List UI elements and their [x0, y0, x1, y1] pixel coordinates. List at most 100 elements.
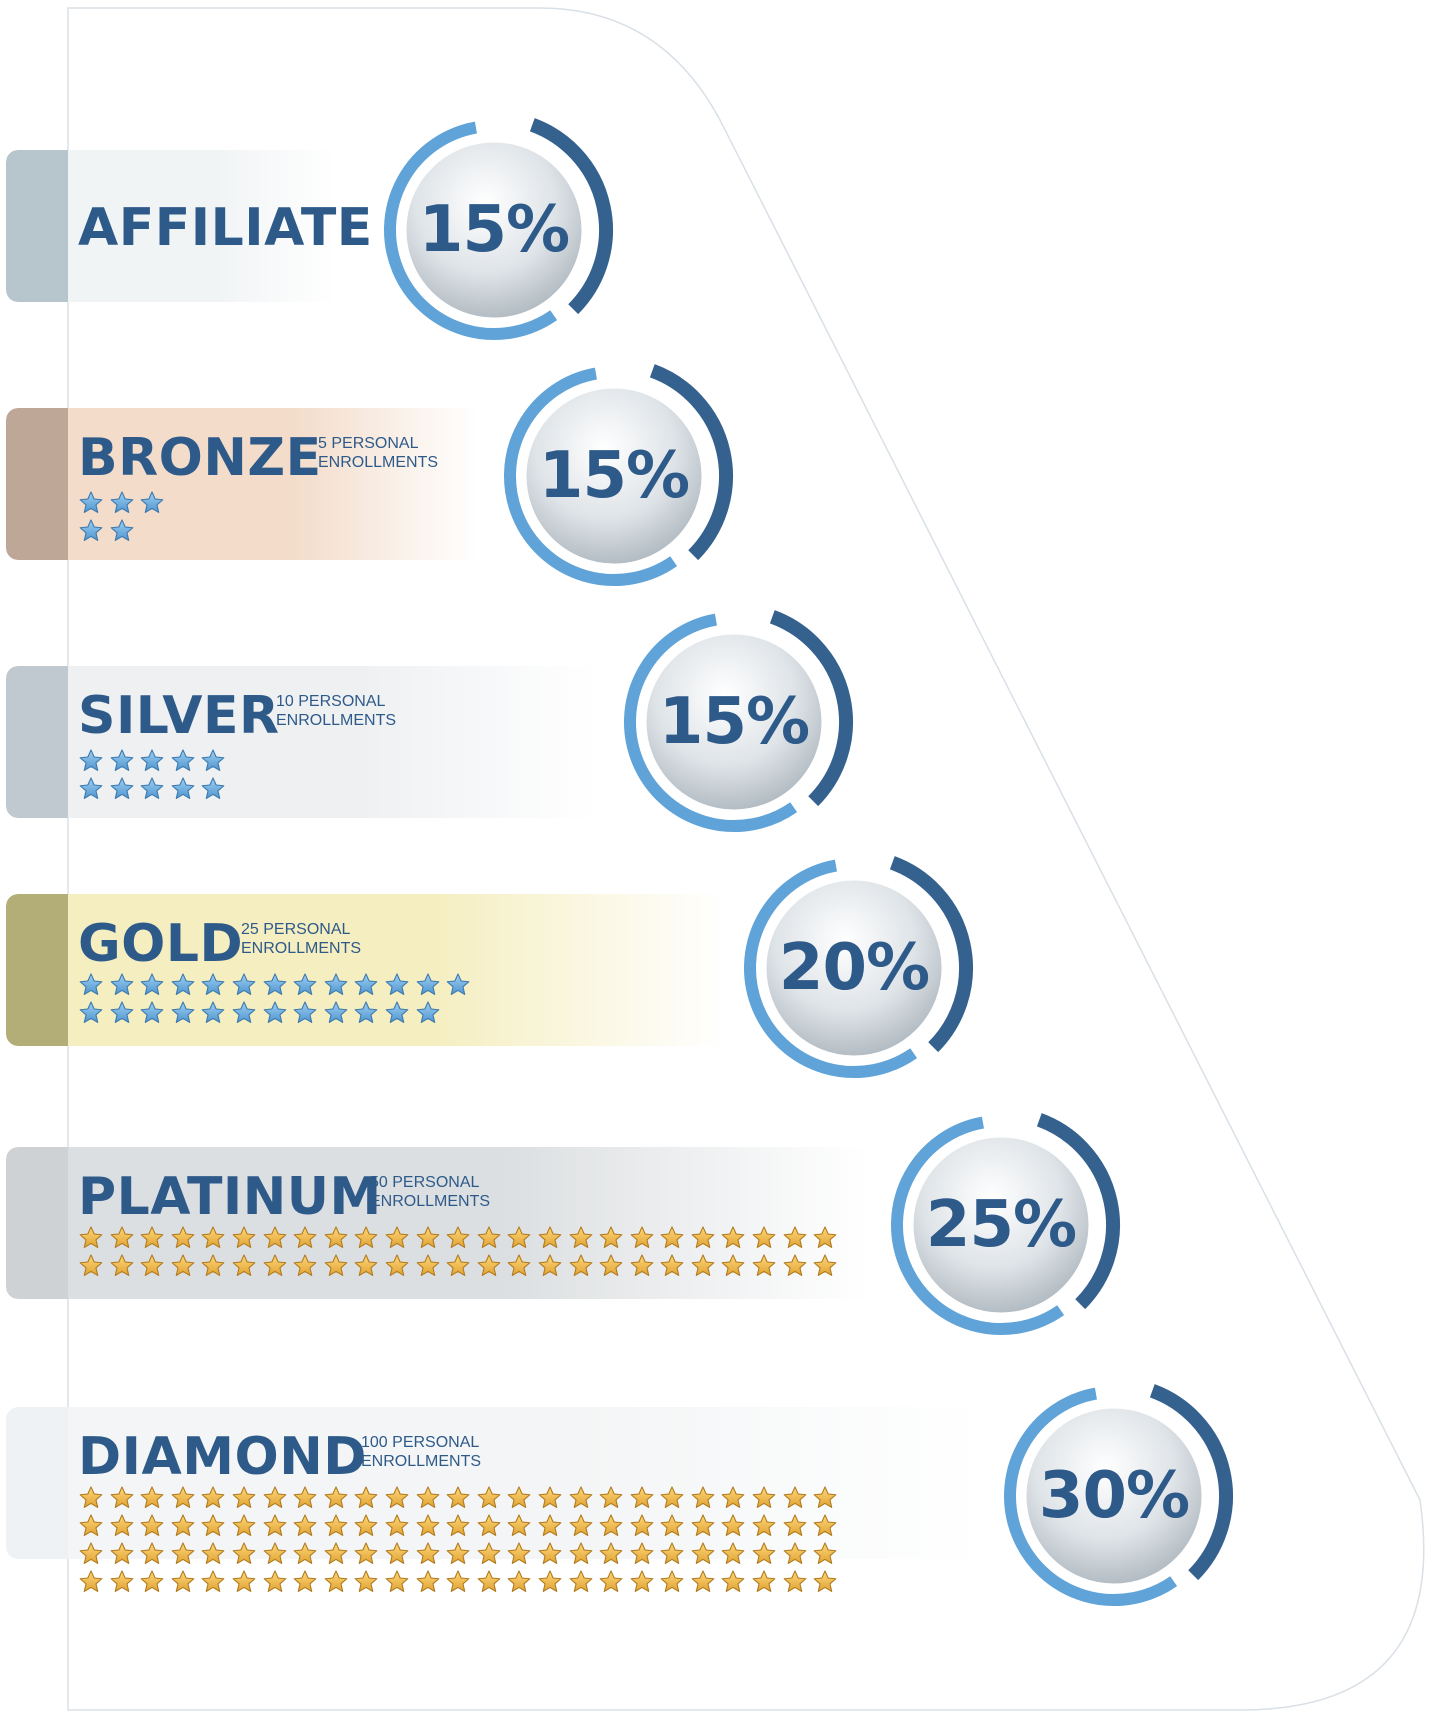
star-icon — [782, 1513, 808, 1539]
star-icon — [262, 1253, 288, 1279]
star-rating — [78, 972, 476, 1028]
star-icon — [78, 972, 104, 998]
star-icon — [690, 1569, 716, 1595]
star-icon — [139, 1253, 165, 1279]
star-icon — [262, 1569, 288, 1595]
star-icon — [384, 1225, 410, 1251]
star-icon — [78, 1253, 104, 1279]
star-icon — [690, 1485, 716, 1511]
star-icon — [506, 1225, 532, 1251]
star-icon — [262, 1225, 288, 1251]
star-icon — [292, 1569, 318, 1595]
tier-name: AFFILIATE — [78, 198, 373, 258]
star-icon — [476, 1513, 502, 1539]
star-icon — [445, 1225, 471, 1251]
commission-percent: 15% — [658, 685, 810, 759]
star-row — [78, 1000, 476, 1028]
tier-bar-fill — [68, 150, 336, 302]
star-icon — [415, 1513, 441, 1539]
star-icon — [200, 776, 226, 802]
star-icon — [292, 972, 318, 998]
star-icon — [170, 972, 196, 998]
star-icon — [109, 490, 135, 516]
star-row — [78, 748, 231, 776]
star-icon — [537, 1541, 563, 1567]
ring-disc — [761, 875, 947, 1061]
star-icon — [445, 972, 471, 998]
star-icon — [170, 776, 196, 802]
star-icon — [292, 1000, 318, 1026]
star-icon — [292, 1485, 318, 1511]
star-icon — [476, 1569, 502, 1595]
star-icon — [200, 972, 226, 998]
star-icon — [384, 1253, 410, 1279]
tier-requirement: 5 PERSONAL ENROLLMENTS — [318, 435, 439, 471]
star-icon — [782, 1541, 808, 1567]
star-icon — [659, 1569, 685, 1595]
ring-disc — [1021, 1403, 1207, 1589]
star-rating — [78, 1225, 843, 1281]
star-icon — [598, 1485, 624, 1511]
star-icon — [629, 1569, 655, 1595]
tier-bar-fill — [68, 1147, 866, 1299]
tier-bar — [6, 1407, 986, 1559]
ring-arc-light — [384, 121, 558, 340]
star-icon — [262, 1485, 288, 1511]
star-icon — [751, 1485, 777, 1511]
star-icon — [323, 1541, 349, 1567]
star-icon — [659, 1225, 685, 1251]
star-icon — [384, 1513, 410, 1539]
star-icon — [476, 1225, 502, 1251]
commission-percent: 25% — [925, 1188, 1077, 1262]
star-icon — [139, 972, 165, 998]
star-row — [78, 1513, 843, 1541]
star-icon — [476, 1541, 502, 1567]
star-icon — [751, 1541, 777, 1567]
star-icon — [109, 1513, 135, 1539]
star-row — [78, 1569, 843, 1597]
star-icon — [200, 1253, 226, 1279]
star-icon — [537, 1253, 563, 1279]
star-icon — [353, 1541, 379, 1567]
star-icon — [323, 1485, 349, 1511]
star-row — [78, 518, 170, 546]
tier-bar-fill — [68, 1407, 986, 1559]
star-icon — [690, 1541, 716, 1567]
star-icon — [78, 1569, 104, 1595]
ring-arc-dark — [1149, 1384, 1233, 1581]
tier-requirement: 50 PERSONAL ENROLLMENTS — [370, 1174, 491, 1210]
star-icon — [109, 518, 135, 544]
star-icon — [78, 518, 104, 544]
star-icon — [720, 1225, 746, 1251]
star-row — [78, 490, 170, 518]
star-icon — [231, 1569, 257, 1595]
tier-name: BRONZE — [78, 428, 322, 488]
star-icon — [353, 972, 379, 998]
tier-bar — [6, 150, 336, 302]
star-icon — [598, 1253, 624, 1279]
star-icon — [445, 1541, 471, 1567]
star-icon — [568, 1569, 594, 1595]
star-icon — [537, 1485, 563, 1511]
star-icon — [720, 1253, 746, 1279]
star-icon — [139, 490, 165, 516]
star-icon — [139, 1000, 165, 1026]
star-icon — [323, 1000, 349, 1026]
star-icon — [720, 1485, 746, 1511]
star-icon — [139, 748, 165, 774]
star-icon — [78, 1541, 104, 1567]
tier-bar-tab — [6, 1407, 68, 1559]
commission-ring: 15% — [490, 352, 738, 600]
tier-name: PLATINUM — [78, 1167, 382, 1227]
star-icon — [323, 1569, 349, 1595]
star-rating — [78, 748, 231, 804]
tier-name: GOLD — [78, 914, 244, 974]
star-icon — [78, 776, 104, 802]
star-icon — [415, 1569, 441, 1595]
star-icon — [384, 1485, 410, 1511]
ring-arc-light — [624, 613, 798, 832]
star-icon — [78, 490, 104, 516]
star-icon — [200, 1000, 226, 1026]
star-icon — [170, 1485, 196, 1511]
tier-requirement: 25 PERSONAL ENROLLMENTS — [241, 921, 362, 957]
